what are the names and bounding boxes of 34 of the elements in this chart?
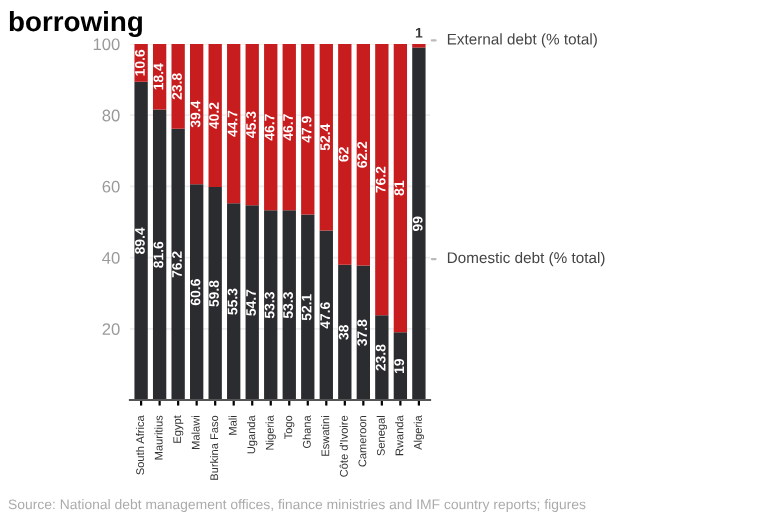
bar <box>282 44 296 211</box>
y-tick-label: 60 <box>102 180 120 193</box>
bar <box>356 265 370 400</box>
y-tick-label: 100 <box>93 38 120 51</box>
bar <box>338 44 352 265</box>
bar <box>319 230 333 400</box>
bar <box>208 44 222 188</box>
bar <box>190 184 204 400</box>
bar <box>264 210 278 400</box>
bar <box>393 44 408 333</box>
bar <box>338 264 352 400</box>
y-tick-label: 20 <box>102 323 120 335</box>
bar <box>375 315 389 400</box>
bar <box>301 44 315 215</box>
bar <box>412 47 426 400</box>
bar <box>264 44 278 211</box>
y-tick-label: 40 <box>102 252 120 264</box>
bar <box>152 109 167 400</box>
bar <box>301 214 315 400</box>
bar <box>227 44 241 204</box>
bar <box>375 44 389 316</box>
y-tick-label: 80 <box>102 109 120 122</box>
chart-title: borrowing <box>9 10 142 38</box>
bar <box>245 44 259 206</box>
bar <box>319 44 333 231</box>
bar <box>171 44 185 129</box>
bar <box>190 44 204 185</box>
bar <box>227 203 241 400</box>
bar <box>171 128 185 400</box>
bar <box>134 81 148 400</box>
bar <box>208 187 222 400</box>
bar <box>282 210 296 400</box>
bar <box>356 44 370 266</box>
bar <box>245 205 259 400</box>
